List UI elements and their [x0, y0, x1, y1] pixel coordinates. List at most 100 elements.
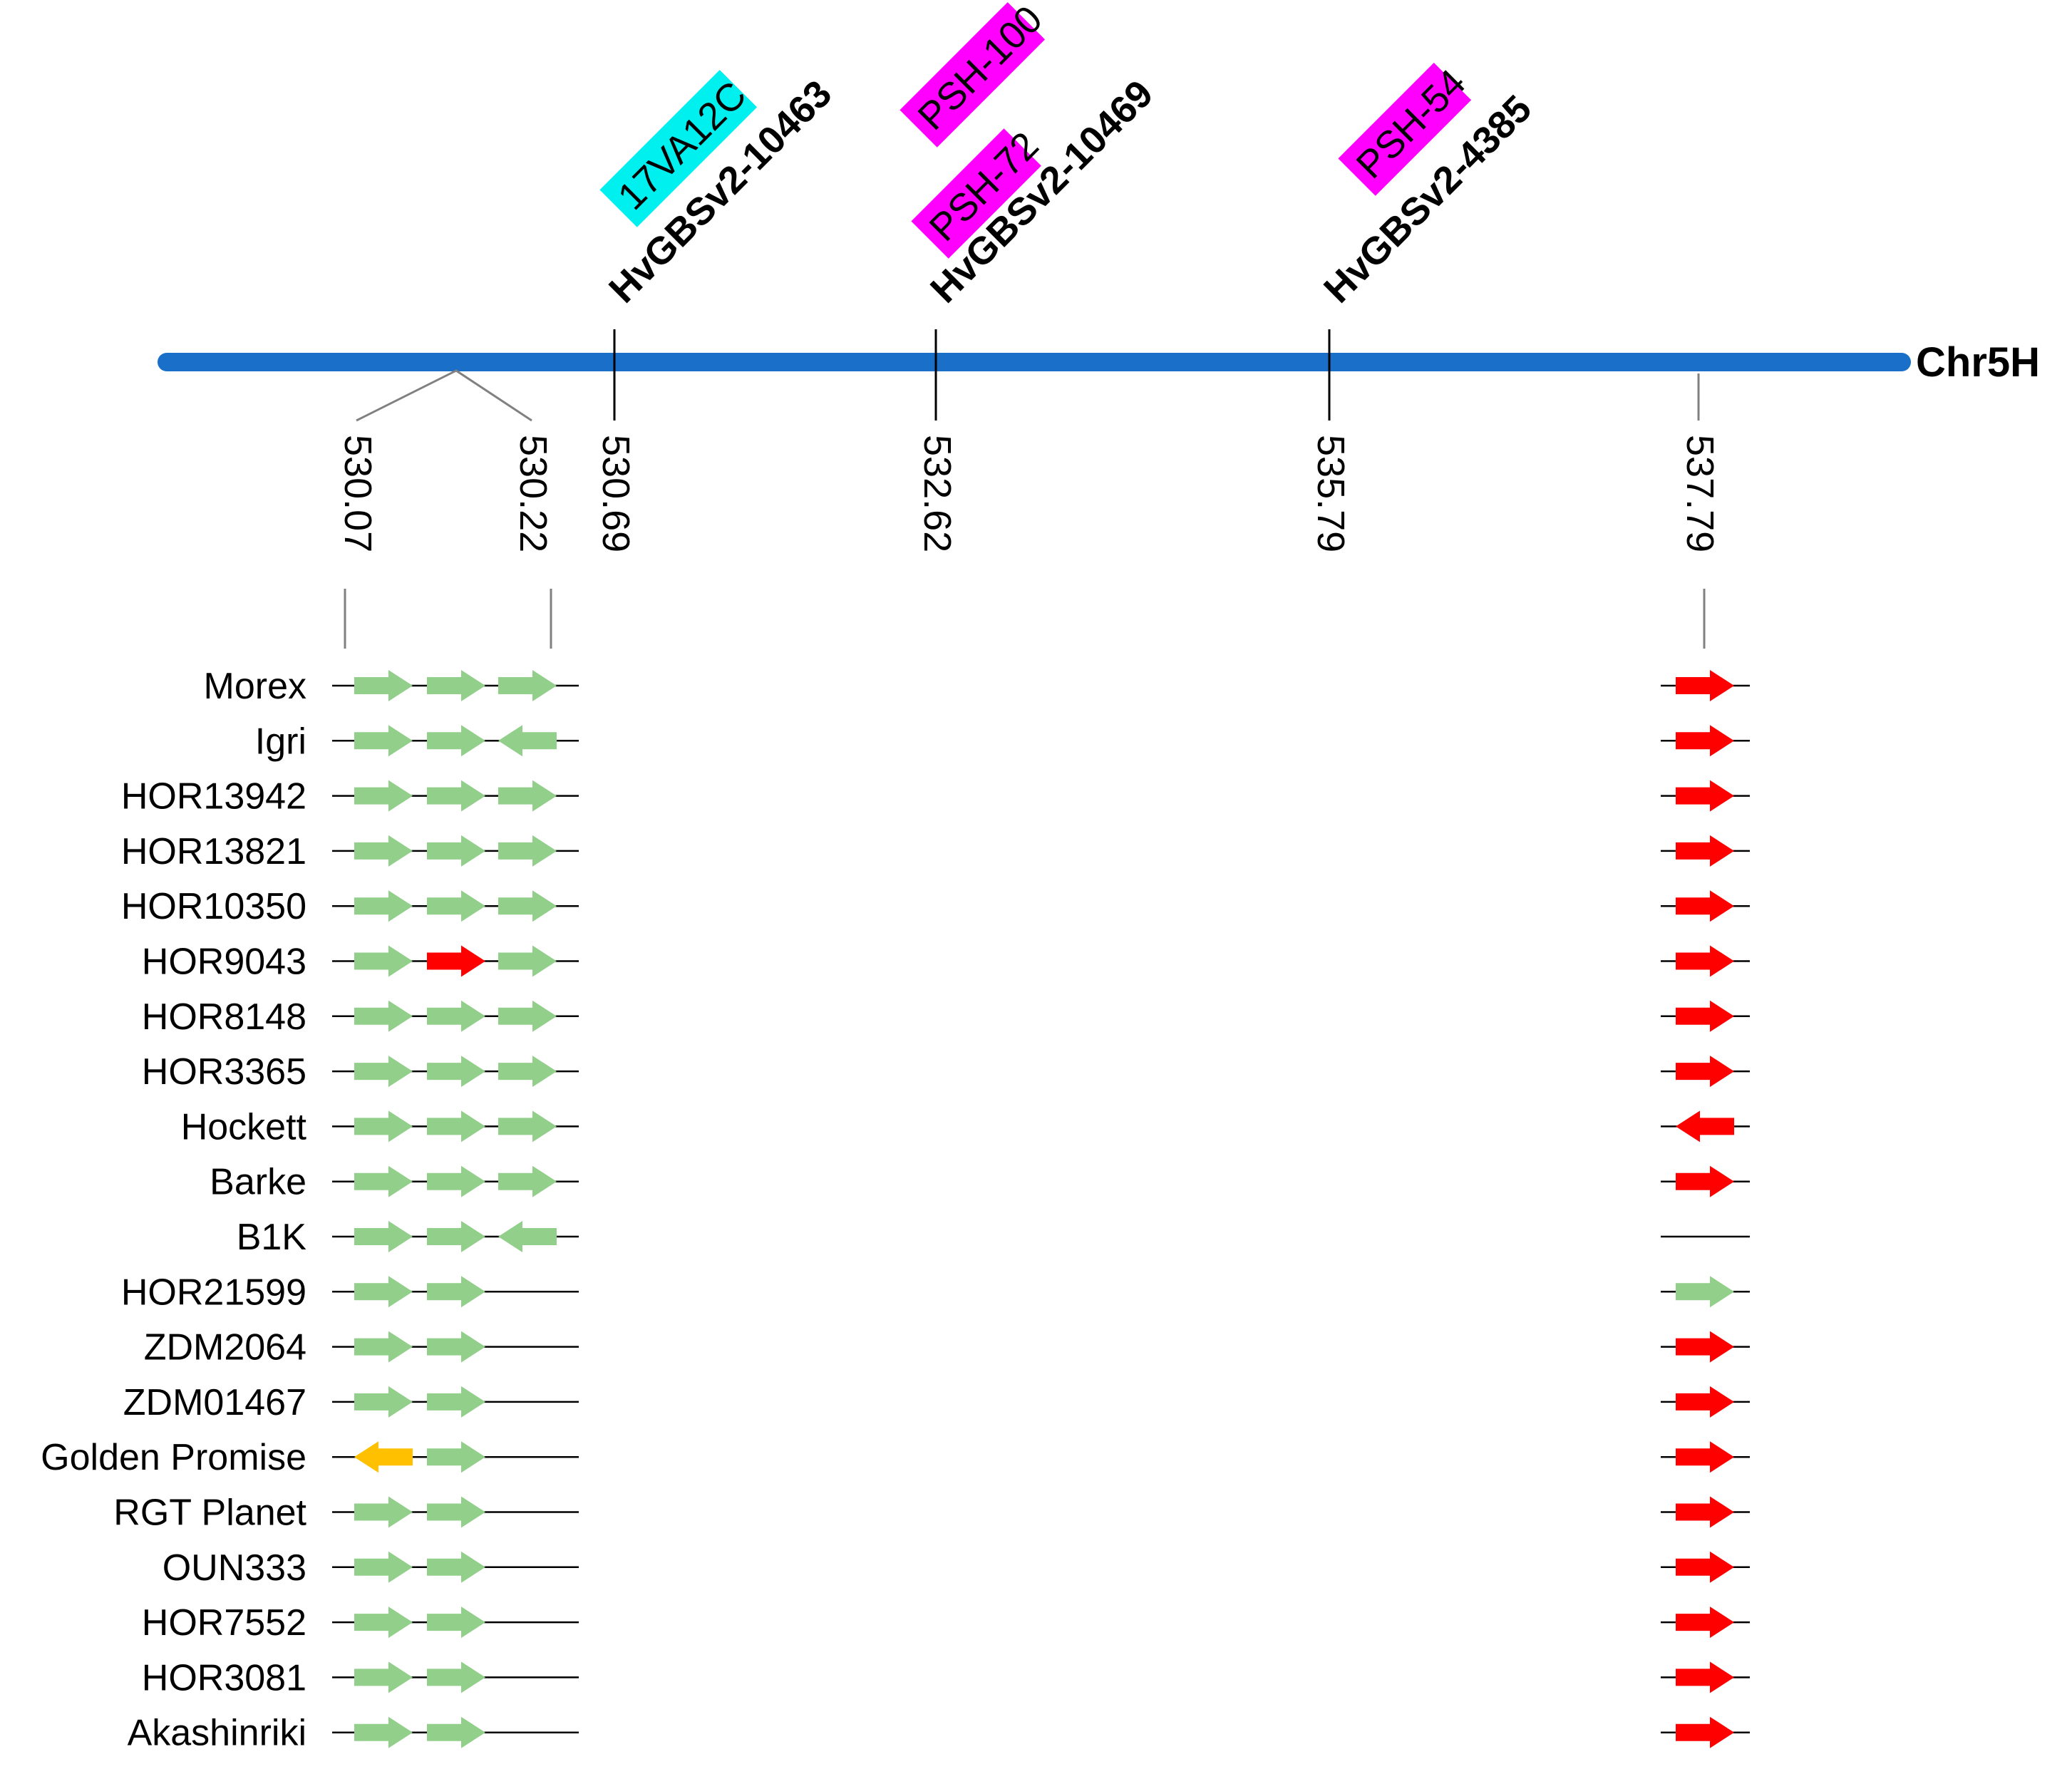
position-label-535-79: 535.79 — [1309, 435, 1352, 552]
accession-row: Golden Promise — [41, 1437, 1750, 1478]
accession-row: HOR3365 — [142, 1051, 1750, 1093]
accession-row: RGT Planet — [113, 1492, 1750, 1534]
gene-arrow-537-79 — [1676, 835, 1734, 867]
accession-row: OUN333 — [163, 1547, 1750, 1589]
gene-arrow-cluster-1 — [354, 1551, 413, 1583]
gene-arrow-cluster-3 — [498, 890, 557, 922]
gene-arrow-cluster-1 — [354, 1221, 413, 1252]
gene-arrow-cluster-1 — [354, 945, 413, 977]
gene-arrow-cluster-2 — [427, 1331, 485, 1363]
gene-arrow-cluster-1 — [354, 1607, 413, 1639]
accession-label: Barke — [210, 1162, 306, 1203]
gene-arrow-cluster-1 — [354, 1331, 413, 1363]
gene-arrow-cluster-3 — [498, 1221, 557, 1252]
gene-arrow-cluster-2 — [427, 1165, 485, 1197]
gene-arrow-cluster-1 — [354, 835, 413, 867]
gene-arrow-537-79 — [1676, 1716, 1734, 1748]
gene-arrow-cluster-1 — [354, 725, 413, 757]
position-label-532-62: 532.62 — [916, 435, 959, 552]
accession-label: ZDM01467 — [123, 1382, 306, 1423]
gene-arrow-cluster-1 — [354, 890, 413, 922]
accession-row: Akashinriki — [128, 1713, 1750, 1754]
accession-row: HOR13821 — [121, 831, 1750, 872]
position-label-537-79: 537.79 — [1679, 435, 1721, 552]
accession-label: HOR13942 — [121, 776, 306, 818]
gene-arrow-cluster-2 — [427, 1386, 485, 1418]
gene-arrow-cluster-1 — [354, 1276, 413, 1308]
gene-arrow-537-79 — [1676, 780, 1734, 812]
gene-arrow-537-79 — [1676, 725, 1734, 757]
gene-arrow-537-79 — [1676, 1165, 1734, 1197]
gene-arrow-cluster-3 — [498, 780, 557, 812]
accession-rows: Morex Igri HOR13942 HOR13821 HOR10350 HOR9043… — [41, 666, 1750, 1754]
position-label-530-07: 530.07 — [336, 435, 379, 552]
gene-arrow-cluster-2 — [427, 890, 485, 922]
accession-label: B1K — [237, 1217, 307, 1258]
gene-arrow-cluster-2 — [427, 945, 485, 977]
accession-row: Hockett — [181, 1106, 1750, 1148]
accession-label: OUN333 — [163, 1547, 306, 1589]
cluster-expansion-lines — [356, 369, 532, 422]
gene-arrow-cluster-1 — [354, 1716, 413, 1748]
gene-arrow-cluster-2 — [427, 1661, 485, 1693]
gene-arrow-cluster-1 — [354, 1165, 413, 1197]
tag-label-psh-100: PSH-100 — [910, 0, 1051, 138]
accession-label: HOR8148 — [142, 996, 306, 1038]
gene-arrow-537-79 — [1676, 1110, 1734, 1143]
accession-row: Morex — [204, 666, 1750, 707]
gene-arrow-cluster-2 — [427, 1607, 485, 1639]
gene-arrow-537-79 — [1676, 1441, 1734, 1473]
gene-arrow-537-79 — [1676, 670, 1734, 701]
gene-arrow-cluster-3 — [498, 945, 557, 977]
gene-arrow-537-79 — [1676, 1607, 1734, 1639]
gene-arrow-cluster-1 — [354, 670, 413, 701]
gene-arrow-cluster-2 — [427, 1056, 485, 1088]
accession-label: HOR9043 — [142, 942, 306, 983]
position-label-530-69: 530.69 — [594, 435, 637, 552]
gene-arrow-cluster-1 — [354, 1496, 413, 1528]
gene-arrow-cluster-2 — [427, 1441, 485, 1473]
accession-label: RGT Planet — [113, 1492, 306, 1534]
accession-label: Akashinriki — [128, 1713, 306, 1754]
accession-row: HOR21599 — [121, 1272, 1750, 1313]
accession-label: ZDM2064 — [144, 1327, 306, 1368]
gene-arrow-cluster-3 — [498, 835, 557, 867]
accession-label: Hockett — [181, 1106, 307, 1148]
gene-arrow-cluster-3 — [498, 670, 557, 701]
gene-arrow-cluster-2 — [427, 1551, 485, 1583]
accession-label: HOR13821 — [121, 831, 306, 872]
accession-row: ZDM01467 — [123, 1382, 1750, 1423]
accession-label: HOR7552 — [142, 1602, 306, 1644]
gene-arrow-cluster-2 — [427, 1221, 485, 1252]
gene-arrow-cluster-3 — [498, 1000, 557, 1032]
chromosome-label: Chr5H — [1916, 339, 2040, 386]
gene-arrow-cluster-1 — [354, 1000, 413, 1032]
accession-label: HOR3081 — [142, 1657, 306, 1698]
tag-box-psh-54 — [1338, 63, 1472, 196]
gene-arrow-cluster-1 — [354, 780, 413, 812]
gene-arrow-537-79 — [1676, 1276, 1734, 1308]
accession-row: Barke — [210, 1162, 1750, 1203]
gene-arrow-537-79 — [1676, 1496, 1734, 1528]
gene-arrow-cluster-1 — [354, 1441, 413, 1473]
accession-label: HOR3365 — [142, 1051, 306, 1093]
gene-arrow-cluster-3 — [498, 725, 557, 757]
accession-row: Igri — [255, 721, 1750, 762]
accession-row: ZDM2064 — [144, 1327, 1750, 1368]
gene-arrow-537-79 — [1676, 1331, 1734, 1363]
accession-row: B1K — [237, 1217, 1750, 1258]
gene-arrow-537-79 — [1676, 1056, 1734, 1088]
accession-row: HOR10350 — [121, 886, 1750, 927]
gene-arrow-cluster-2 — [427, 725, 485, 757]
gene-arrow-cluster-2 — [427, 1110, 485, 1143]
accession-label: Igri — [255, 721, 306, 762]
gene-arrow-537-79 — [1676, 1000, 1734, 1032]
gene-arrow-cluster-1 — [354, 1110, 413, 1143]
gene-arrow-cluster-2 — [427, 1276, 485, 1308]
gene-arrow-cluster-1 — [354, 1661, 413, 1693]
tag-box-psh-100 — [900, 2, 1046, 148]
gene-arrow-cluster-3 — [498, 1056, 557, 1088]
gene-arrow-cluster-3 — [498, 1165, 557, 1197]
gene-arrow-537-79 — [1676, 1386, 1734, 1418]
